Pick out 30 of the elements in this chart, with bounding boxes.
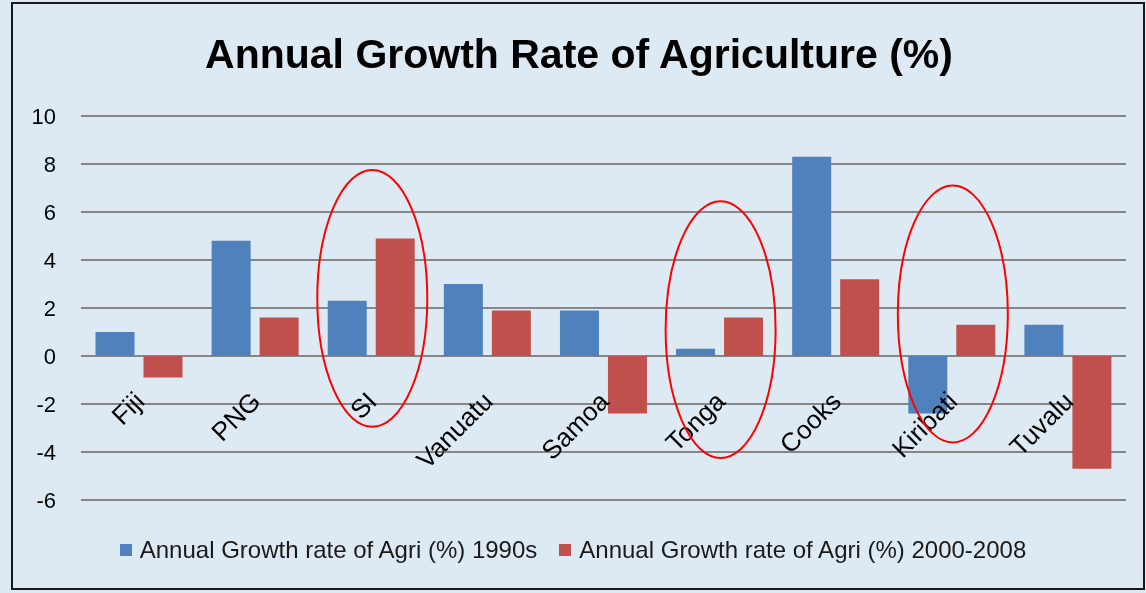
y-tick-label: 8: [43, 151, 56, 177]
bar: [724, 317, 764, 356]
y-tick-label: -4: [36, 439, 56, 465]
bar: [259, 317, 299, 356]
legend-label: Annual Growth rate of Agri (%) 1990s: [139, 536, 538, 564]
bar: [840, 279, 880, 356]
y-tick-label: -6: [36, 487, 56, 513]
bar: [211, 240, 251, 356]
bar: [956, 324, 996, 356]
bar: [375, 238, 415, 356]
y-tick-label: 6: [43, 199, 56, 225]
y-tick-label: 4: [43, 247, 56, 273]
bar: [1072, 356, 1112, 469]
bar: [559, 310, 599, 356]
bar: [491, 310, 531, 356]
y-tick-label: 2: [43, 295, 56, 321]
bar: [1024, 324, 1064, 356]
bar: [792, 156, 832, 356]
chart-title: Annual Growth Rate of Agriculture (%): [204, 30, 954, 78]
bar: [676, 348, 716, 356]
bar: [143, 356, 183, 378]
x-tick-label: Fiji: [105, 386, 151, 431]
bar: [327, 300, 367, 356]
y-tick-label: 0: [43, 343, 56, 369]
bar: [95, 332, 135, 356]
bar: [443, 284, 483, 356]
y-tick-label: 10: [31, 103, 56, 129]
legend-label: Annual Growth rate of Agri (%) 2000-2008: [579, 536, 1027, 564]
y-tick-label: -2: [36, 391, 56, 417]
x-tick-label: SI: [343, 386, 383, 425]
